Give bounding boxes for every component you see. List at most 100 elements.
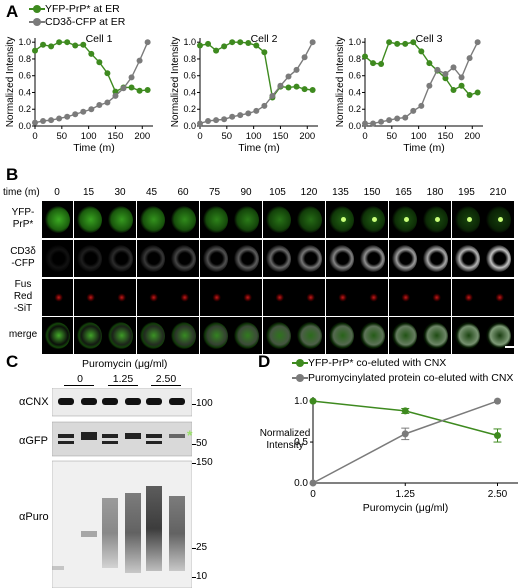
time-label-120: 120 [300, 187, 318, 198]
mw-50: 50 [196, 438, 208, 449]
data-point [309, 397, 317, 405]
cell-body [76, 322, 102, 349]
puro-lane [102, 498, 118, 568]
data-point [285, 73, 292, 80]
puromycin-title: Puromycin (μg/ml) [82, 358, 168, 370]
micrograph-yfp-60 [168, 201, 199, 238]
data-point [96, 59, 103, 66]
data-point [221, 43, 228, 50]
cell-body [202, 284, 228, 311]
cell-body [391, 322, 417, 349]
data-point [253, 42, 260, 49]
gfp-band [102, 434, 118, 438]
x-tick-label: 50 [57, 131, 68, 142]
legend-item-yfp: YFP-PrP* at ER [29, 3, 120, 15]
micrograph-red-45 [136, 279, 168, 316]
data-point [104, 99, 111, 106]
blot-label-puro: αPuro [19, 511, 49, 523]
micrograph-cfp-45 [136, 240, 168, 277]
data-point [253, 107, 260, 114]
series-line-yfp [34, 41, 148, 93]
x-tick-label: 150 [273, 131, 289, 142]
micrograph-red-135 [325, 279, 357, 316]
cell-body [139, 322, 165, 349]
panel-a-charts: 0.0 0.2 0.4 0.6 0.8 1.0 0 50 100 150 200 Cell 1 Time… [5, 33, 483, 154]
data-point [40, 117, 47, 124]
micrograph-yfp-195 [451, 201, 483, 238]
data-point [410, 107, 417, 114]
y-tick-label: 1.0 [18, 37, 31, 47]
x-tick-label: 50 [387, 131, 398, 142]
cell-body [202, 206, 228, 233]
micrograph-cfp-90 [231, 240, 262, 277]
data-point [401, 407, 409, 415]
cell-body [171, 245, 196, 272]
mw-10: 10 [196, 571, 208, 582]
time-label-75: 75 [208, 187, 221, 198]
legend-marker-gray [292, 374, 308, 382]
x-tick-label: 0 [362, 131, 367, 142]
cell-body [45, 322, 70, 349]
puro-lanes [52, 486, 185, 573]
data-point [32, 47, 38, 54]
data-point [378, 60, 385, 67]
data-point [213, 47, 220, 54]
data-point [362, 53, 368, 60]
time-label-60: 60 [177, 187, 189, 198]
time-label-15: 15 [82, 187, 95, 198]
perinuclear-spot [498, 217, 503, 222]
x-tick-label: 0 [197, 131, 202, 142]
legend-marker-green [29, 5, 45, 13]
micrograph-yfp-210 [483, 201, 514, 238]
cell-body [45, 284, 70, 311]
data-point [426, 82, 433, 89]
cell-body [234, 245, 259, 272]
cell-body [265, 322, 291, 349]
cell-body [265, 206, 291, 233]
micrograph-merge-180 [420, 317, 451, 354]
scale-bar [505, 346, 515, 348]
micrograph-red-60 [168, 279, 199, 316]
cell-body [360, 322, 385, 349]
time-label-135: 135 [332, 187, 349, 198]
micrograph-merge-60 [168, 317, 199, 354]
data-point [205, 117, 212, 124]
row-label-merge: merge [8, 329, 38, 340]
x-axis-label: Puromycin (μg/ml) [363, 502, 448, 514]
legend-label-d-puro: Puromycinylated protein co-eluted with C… [308, 372, 514, 384]
data-point [458, 74, 465, 81]
cell-body [234, 284, 259, 311]
data-point [56, 39, 63, 46]
data-point [128, 74, 135, 81]
legend-label-yfp: YFP-PrP* at ER [45, 3, 120, 15]
data-point [301, 54, 308, 61]
x-tick-label: 100 [81, 131, 97, 142]
micrograph-yfp-15 [73, 201, 105, 238]
row-label-yfp: YFP- PrP* [11, 207, 35, 230]
x-tick-label: 50 [222, 131, 233, 142]
data-point [466, 55, 473, 62]
cell-body [454, 284, 480, 311]
cell-body [297, 284, 322, 311]
legend-marker-gray [29, 18, 45, 26]
data-point [205, 40, 212, 47]
cell-body [76, 284, 102, 311]
data-point [261, 49, 268, 56]
cell-body [391, 284, 417, 311]
gfp-band [125, 433, 141, 439]
micrograph-merge-150 [357, 317, 388, 354]
x-tick-label: 1.25 [396, 489, 416, 500]
micrograph-red-90 [231, 279, 262, 316]
cell-body [328, 284, 354, 311]
data-point [494, 397, 501, 405]
y-tick-label: 0.0 [348, 121, 361, 131]
x-tick-label: 2.50 [488, 489, 508, 500]
blot-label-cnx: αCNX [19, 396, 49, 408]
legend-label-d-yfp: YFP-PrP* co-eluted with CNX [308, 357, 447, 369]
puro-lane [169, 496, 185, 571]
cell-body [108, 322, 133, 349]
puro-lane [125, 493, 141, 573]
micrograph-red-165 [388, 279, 420, 316]
cell-body [171, 284, 196, 311]
mw-tick [192, 404, 196, 405]
